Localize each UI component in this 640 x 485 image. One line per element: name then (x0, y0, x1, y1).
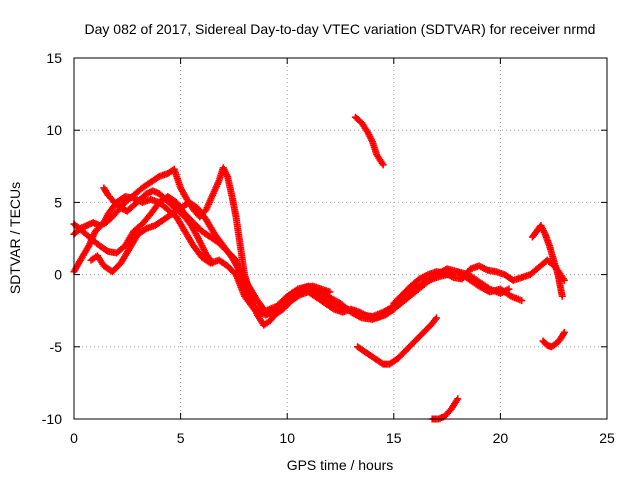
series-track-i (354, 314, 440, 368)
x-tick-label: 25 (599, 430, 615, 446)
data-point-marker (505, 285, 513, 293)
data-point-marker (432, 314, 440, 322)
data-point-marker (558, 292, 566, 300)
y-tick-label: -5 (50, 339, 63, 355)
data-point-marker (208, 258, 216, 266)
data-point-marker (209, 259, 217, 267)
series-track-e (100, 184, 217, 267)
y-tick-label: 15 (46, 50, 62, 66)
x-tick-label: 20 (493, 430, 509, 446)
series-track-d (87, 198, 398, 322)
series-track-k (539, 328, 568, 351)
y-tick-label: 10 (46, 122, 62, 138)
series-track-h (351, 113, 387, 169)
plot-frame (73, 57, 608, 420)
y-tick-label: 5 (54, 194, 62, 210)
chart-title: Day 082 of 2017, Sidereal Day-to-day VTE… (85, 21, 596, 37)
x-axis-label: GPS time / hours (287, 457, 394, 473)
data-point-marker (518, 297, 526, 305)
x-tick-label: 0 (70, 430, 78, 446)
y-tick-label: -10 (42, 411, 62, 427)
data-point-marker (326, 288, 334, 296)
x-tick-label: 15 (386, 430, 402, 446)
x-tick-label: 10 (279, 430, 295, 446)
series-track-g (528, 222, 566, 300)
data-point-marker (388, 306, 396, 314)
data-point-marker (431, 315, 439, 323)
data-point-marker (560, 330, 568, 338)
y-tick-label: 0 (54, 267, 62, 283)
data-points (70, 113, 568, 423)
data-point-marker (560, 328, 568, 336)
data-point-marker (454, 395, 462, 403)
axis-ticks: 0 5 10 15 20 25 -10 -5 0 5 10 15 (42, 50, 615, 446)
y-axis-label: SDTVAR / TECUs (7, 182, 23, 294)
data-point-marker (379, 161, 387, 169)
x-tick-label: 5 (177, 430, 185, 446)
